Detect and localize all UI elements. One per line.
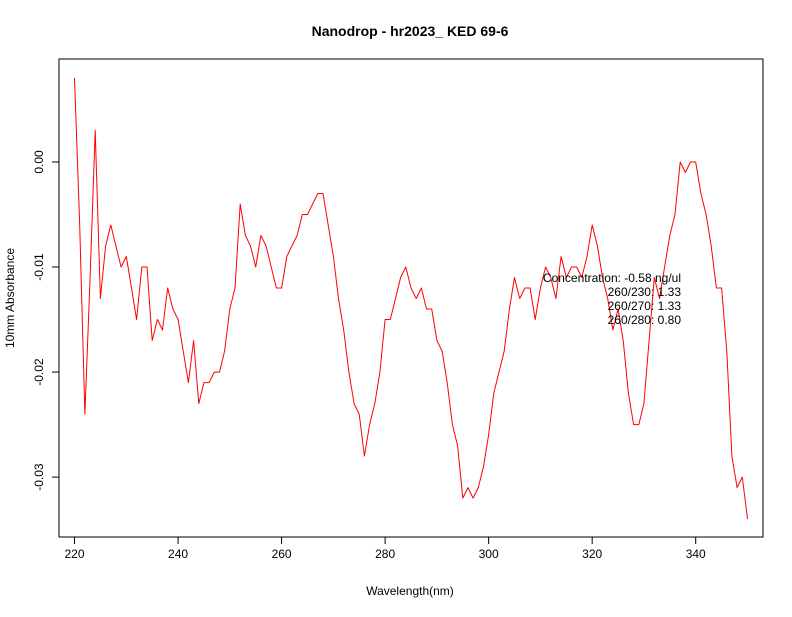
x-tick-label: 280 (375, 547, 395, 561)
annotation-line: 260/280: 0.80 (608, 313, 682, 327)
y-tick-label: -0.02 (32, 358, 46, 386)
x-tick-label: 300 (479, 547, 499, 561)
x-tick-label: 340 (686, 547, 706, 561)
series-line (74, 77, 748, 520)
x-tick-label: 260 (272, 547, 292, 561)
x-tick-label: 240 (168, 547, 188, 561)
chart-title: Nanodrop - hr2023_ KED 69-6 (312, 23, 509, 39)
annotation-line: 260/230: 1.33 (608, 285, 682, 299)
y-tick-label: -0.03 (32, 463, 46, 491)
y-tick-label: -0.01 (32, 253, 46, 281)
x-tick-label: 220 (65, 547, 85, 561)
y-axis-label: 10mm Absorbance (3, 248, 17, 348)
x-axis-label: Wavelength(nm) (366, 584, 454, 598)
x-tick-label: 320 (582, 547, 602, 561)
plot-frame (58, 58, 764, 538)
x-axis: 220 240 260 280 300 320 340 (65, 537, 706, 561)
annotation-line: Concentration: -0.58 ng/ul (543, 271, 681, 285)
y-tick-label: 0.00 (32, 150, 46, 174)
annotation-line: 260/270: 1.33 (608, 299, 682, 313)
y-axis: 0.00 -0.01 -0.02 -0.03 (32, 150, 59, 491)
series-layer (74, 77, 748, 520)
